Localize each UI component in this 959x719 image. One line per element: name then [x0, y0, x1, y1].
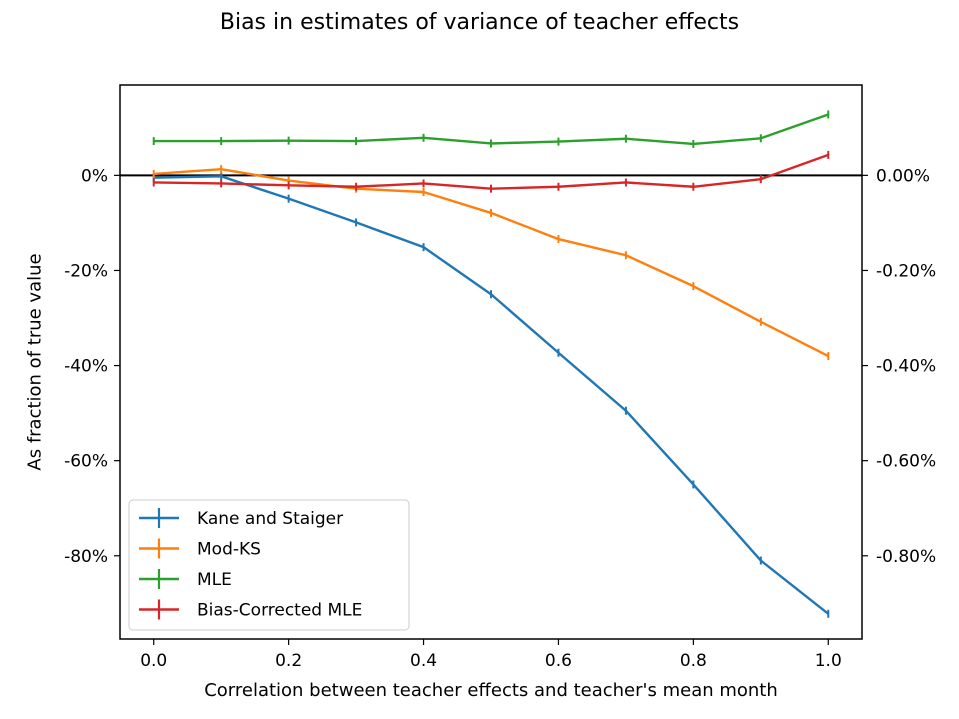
x-tick-label: 0.4 [410, 651, 437, 671]
y-tick-label-right: 0.00% [876, 166, 930, 186]
y-tick-label-left: -60% [64, 452, 108, 472]
plot-frame [119, 84, 863, 640]
y-tick-label-right: -0.20% [876, 261, 936, 281]
legend-box [128, 499, 410, 631]
x-tick-label: 0.2 [275, 651, 302, 671]
y-tick-label-right: -0.80% [876, 547, 936, 567]
series-line-1 [153, 167, 829, 358]
legend-label-3: Bias-Corrected MLE [197, 601, 362, 621]
legend: Kane and Staiger Mod-KS MLE Bias-Corrected … [128, 499, 410, 631]
legend-label-0: Kane and Staiger [197, 509, 343, 529]
x-axis-label: Correlation between teacher effects and … [204, 680, 778, 701]
y-tick-label-left: -80% [64, 547, 108, 567]
legend-label-1: Mod-KS [197, 540, 261, 560]
y-tick-label-left: 0% [81, 166, 108, 186]
y-tick-label-left: -40% [64, 357, 108, 377]
series-line-3 [153, 153, 829, 190]
y-tick-label-left: -20% [64, 261, 108, 281]
x-tick-label: 0.6 [545, 651, 572, 671]
x-tick-label: 0.8 [680, 651, 707, 671]
plot-marks [120, 110, 862, 618]
legend-label-2: MLE [197, 570, 232, 590]
chart-title: Bias in estimates of variance of teacher… [219, 10, 740, 35]
x-tick-label: 0.0 [140, 651, 167, 671]
y-axis-label: As fraction of true value [24, 253, 46, 471]
y-tick-label-right: -0.40% [876, 357, 936, 377]
x-tick-label: 1.0 [815, 651, 842, 671]
axes: 0.0 0.2 0.4 0.6 0.8 1.0 0% -20% -40% -60% -80% 0.00… [64, 84, 936, 671]
y-tick-label-right: -0.60% [876, 452, 936, 472]
